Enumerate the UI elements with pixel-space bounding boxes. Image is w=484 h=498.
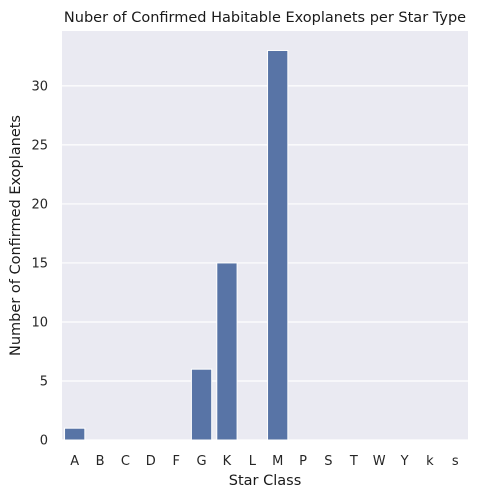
y-tick-label: 30 [31,79,48,94]
bar-G [190,368,213,441]
x-tick-label: C [121,454,130,469]
bars [64,49,289,441]
y-tick-labels: 0 5 10 15 20 25 30 [31,79,48,448]
y-tick-label: 20 [31,197,48,212]
bar-A [64,427,86,441]
x-tick-label: A [70,454,79,469]
y-tick-label: 15 [31,256,48,271]
chart-title: Nuber of Confirmed Habitable Exoplanets … [64,10,466,26]
grid-lines [62,85,468,441]
x-tick-label: Y [400,454,409,469]
x-tick-label: P [299,454,307,469]
x-tick-label: S [324,454,332,469]
x-tick-label: D [146,454,156,469]
x-tick-label: B [96,454,105,469]
bar-M [267,49,289,441]
y-tick-label: 25 [31,138,48,153]
x-tick-label: s [452,454,459,469]
x-tick-label: W [373,454,386,469]
x-tick-label: L [249,454,257,469]
y-tick-label: 5 [40,374,48,389]
x-tick-label: F [172,454,179,469]
x-tick-label: G [197,454,207,469]
bar-K [216,262,238,441]
y-tick-label: 0 [40,434,48,449]
x-tick-label: K [223,454,232,469]
y-axis-label: Number of Confirmed Exoplanets [8,115,24,356]
x-tick-label: k [426,454,434,469]
x-tick-label: M [272,454,283,469]
x-tick-label: T [349,454,358,469]
plot-area [62,31,468,440]
x-axis-label: Star Class [229,473,302,489]
y-tick-label: 10 [31,315,48,330]
